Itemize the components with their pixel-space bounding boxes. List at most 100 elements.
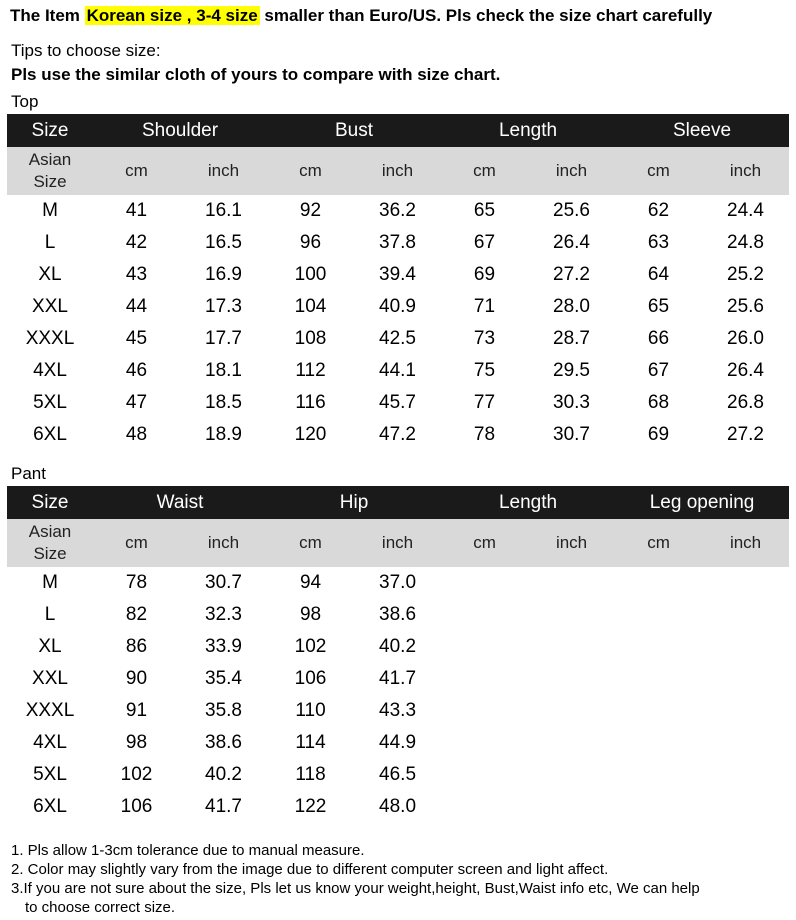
value-cell: 45 xyxy=(125,328,148,349)
value-cell: 122 xyxy=(294,796,327,817)
value-cell: 32.3 xyxy=(205,604,242,625)
value-cell: 17.3 xyxy=(205,296,242,317)
size-cell: XL xyxy=(38,636,62,657)
value-cell: 106 xyxy=(120,796,153,817)
header-length: Length xyxy=(441,486,616,519)
value-cell: 69 xyxy=(647,424,670,445)
value-cell: 16.5 xyxy=(205,232,242,253)
note-2: 2. Color may slightly vary from the imag… xyxy=(11,861,609,878)
top-table-body: M 41 16.1 92 36.2 65 25.6 62 24.4 L 42 16.5 96 37.8 67… xyxy=(7,195,789,451)
top-unit-row: Asian Size cm inch cm inch cm inch cm in… xyxy=(7,147,790,195)
value-cell: 17.7 xyxy=(205,328,242,349)
table-row: 4XL 98 38.6 114 44.9 xyxy=(7,727,789,759)
value-cell: 91 xyxy=(125,700,148,721)
value-cell xyxy=(441,631,528,663)
table-row: 4XL 46 18.1 112 44.1 75 29.5 67 26.4 xyxy=(7,355,789,387)
table-row: 6XL 106 41.7 122 48.0 xyxy=(7,791,789,823)
asian-size-label: Asian Size xyxy=(7,147,93,195)
headline-highlight: Korean size , 3-4 size xyxy=(84,6,260,25)
size-cell: L xyxy=(44,604,56,625)
size-cell: XXL xyxy=(32,296,68,317)
value-cell: 30.7 xyxy=(205,572,242,593)
value-cell: 43.3 xyxy=(379,700,417,721)
pant-table-body: M 78 30.7 94 37.0 L 82 32.3 98 38.6 XL 86 33.9 102 40.… xyxy=(7,567,789,823)
value-cell: 92 xyxy=(299,200,322,221)
note-3: 3.If you are not sure about the size, Pl… xyxy=(11,880,700,897)
value-cell: 26.8 xyxy=(727,392,764,413)
unit-cell: inch xyxy=(528,519,616,567)
value-cell xyxy=(615,599,702,631)
note-3-continued: to choose correct size. xyxy=(25,899,176,916)
value-cell: 67 xyxy=(647,360,670,381)
value-cell xyxy=(441,759,528,791)
value-cell: 78 xyxy=(125,572,148,593)
value-cell xyxy=(702,567,789,599)
value-cell: 64 xyxy=(647,264,670,285)
value-cell xyxy=(702,791,789,823)
header-size: Size xyxy=(7,114,93,147)
value-cell xyxy=(702,759,789,791)
value-cell: 112 xyxy=(295,360,326,381)
value-cell: 28.7 xyxy=(553,328,590,349)
header-length: Length xyxy=(441,114,615,147)
value-cell: 67 xyxy=(473,232,496,253)
value-cell xyxy=(528,631,615,663)
value-cell: 68 xyxy=(647,392,670,413)
value-cell: 120 xyxy=(294,424,327,445)
header-sleeve: Sleeve xyxy=(615,114,790,147)
size-cell: 4XL xyxy=(33,732,67,753)
unit-cell: cm xyxy=(267,147,354,195)
value-cell: 18.9 xyxy=(205,424,242,445)
value-cell: 62 xyxy=(647,200,670,221)
value-cell: 42.5 xyxy=(379,328,416,349)
value-cell xyxy=(528,663,615,695)
size-cell: 4XL xyxy=(33,360,67,381)
unit-cell: inch xyxy=(528,147,615,195)
top-section-label: Top xyxy=(11,92,39,111)
value-cell xyxy=(702,631,789,663)
value-cell: 46.5 xyxy=(379,764,417,785)
headline-suffix: smaller than Euro/US. Pls check the size… xyxy=(264,6,713,25)
value-cell: 27.2 xyxy=(553,264,590,285)
value-cell xyxy=(615,567,702,599)
value-cell: 40.9 xyxy=(379,296,416,317)
header-bust: Bust xyxy=(267,114,441,147)
header-shoulder: Shoulder xyxy=(93,114,267,147)
value-cell: 65 xyxy=(473,200,496,221)
table-row: M 78 30.7 94 37.0 xyxy=(7,567,789,599)
value-cell xyxy=(702,599,789,631)
headline: The Item Korean size , 3-4 size smaller … xyxy=(10,4,790,28)
table-row: L 82 32.3 98 38.6 xyxy=(7,599,789,631)
unit-cell: cm xyxy=(267,519,355,567)
value-cell: 25.6 xyxy=(727,296,764,317)
value-cell xyxy=(615,631,702,663)
value-cell xyxy=(441,695,528,727)
value-cell xyxy=(615,695,702,727)
value-cell xyxy=(528,599,615,631)
value-cell: 39.4 xyxy=(379,264,416,285)
size-cell: XXL xyxy=(32,668,68,689)
value-cell: 44.9 xyxy=(379,732,417,753)
table-row: L 42 16.5 96 37.8 67 26.4 63 24.8 xyxy=(7,227,789,259)
value-cell: 37.0 xyxy=(379,572,417,593)
value-cell xyxy=(528,567,615,599)
value-cell xyxy=(528,759,615,791)
asian-label-line1: Asian xyxy=(28,150,72,169)
unit-cell: cm xyxy=(441,147,528,195)
value-cell: 65 xyxy=(647,296,670,317)
value-cell: 96 xyxy=(299,232,322,253)
unit-cell: cm xyxy=(615,519,703,567)
value-cell: 108 xyxy=(294,328,327,349)
unit-cell: inch xyxy=(354,147,441,195)
value-cell: 27.2 xyxy=(727,424,764,445)
value-cell: 94 xyxy=(299,572,322,593)
value-cell xyxy=(441,567,528,599)
value-cell: 40.2 xyxy=(379,636,417,657)
table-row: XXL 90 35.4 106 41.7 xyxy=(7,663,789,695)
value-cell xyxy=(528,695,615,727)
value-cell: 30.7 xyxy=(553,424,590,445)
value-cell: 26.4 xyxy=(553,232,590,253)
size-cell: XXXL xyxy=(25,700,75,721)
value-cell: 100 xyxy=(294,264,327,285)
asian-label-line2: Size xyxy=(33,544,67,563)
